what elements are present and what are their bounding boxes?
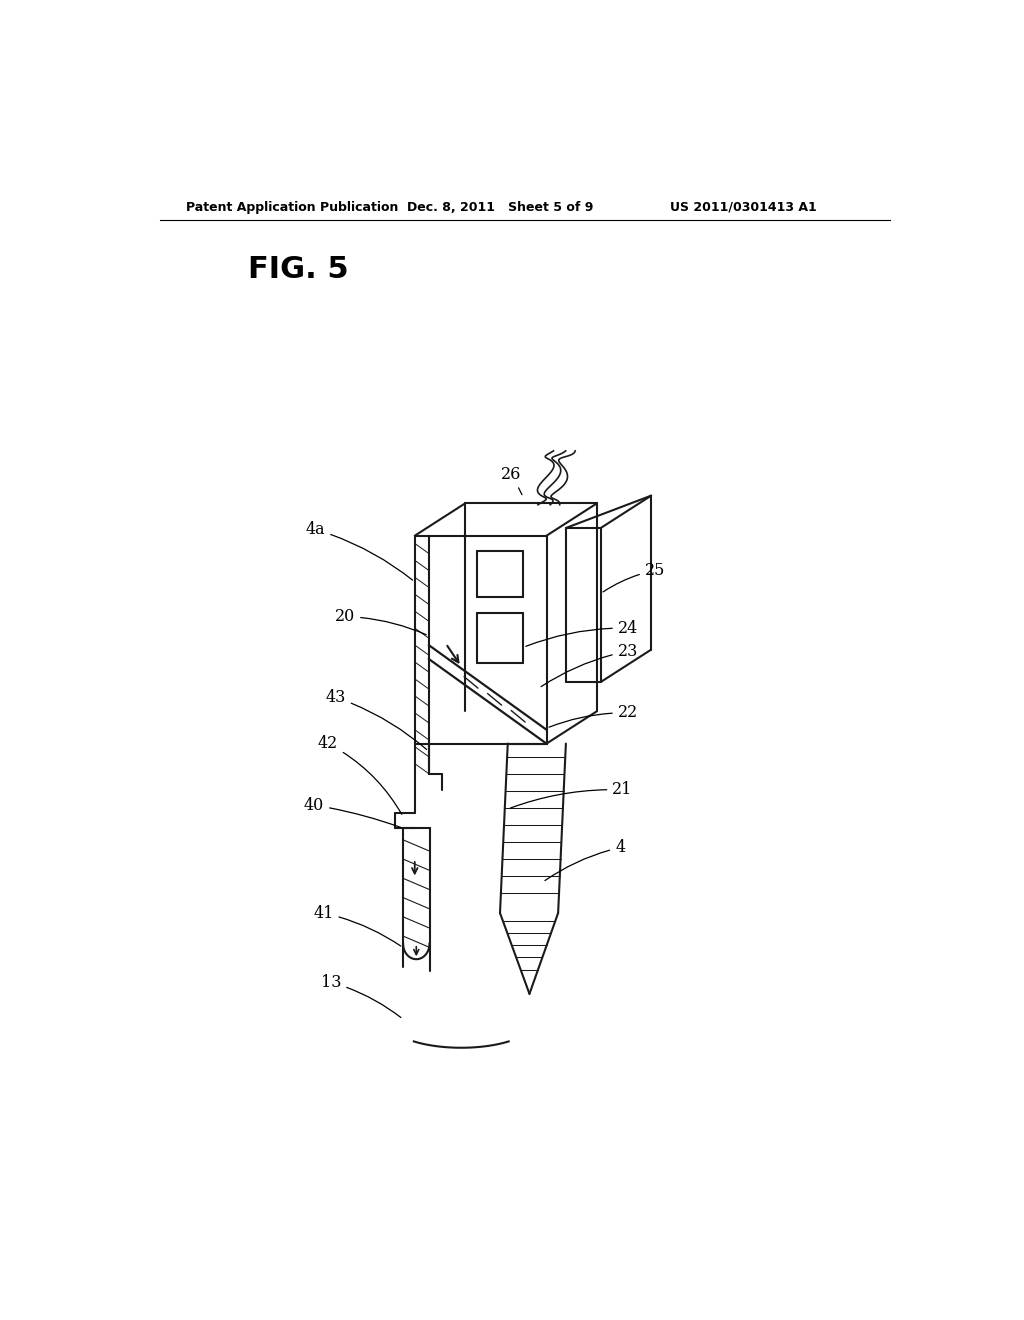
- Text: 25: 25: [603, 562, 666, 591]
- Text: 26: 26: [502, 466, 522, 495]
- Text: 42: 42: [317, 735, 401, 814]
- Text: 24: 24: [526, 619, 638, 647]
- Text: 43: 43: [326, 689, 427, 750]
- Text: 21: 21: [510, 781, 633, 808]
- Text: Patent Application Publication: Patent Application Publication: [186, 201, 398, 214]
- Text: FIG. 5: FIG. 5: [248, 255, 349, 284]
- Text: 20: 20: [335, 609, 426, 635]
- Text: 40: 40: [304, 797, 400, 828]
- Text: 23: 23: [541, 643, 638, 686]
- Text: 13: 13: [321, 974, 401, 1018]
- Text: 4: 4: [545, 840, 626, 880]
- Text: Dec. 8, 2011   Sheet 5 of 9: Dec. 8, 2011 Sheet 5 of 9: [407, 201, 593, 214]
- Text: 22: 22: [549, 705, 638, 727]
- Text: US 2011/0301413 A1: US 2011/0301413 A1: [671, 201, 817, 214]
- Text: 41: 41: [313, 904, 400, 946]
- Text: 4a: 4a: [306, 521, 413, 581]
